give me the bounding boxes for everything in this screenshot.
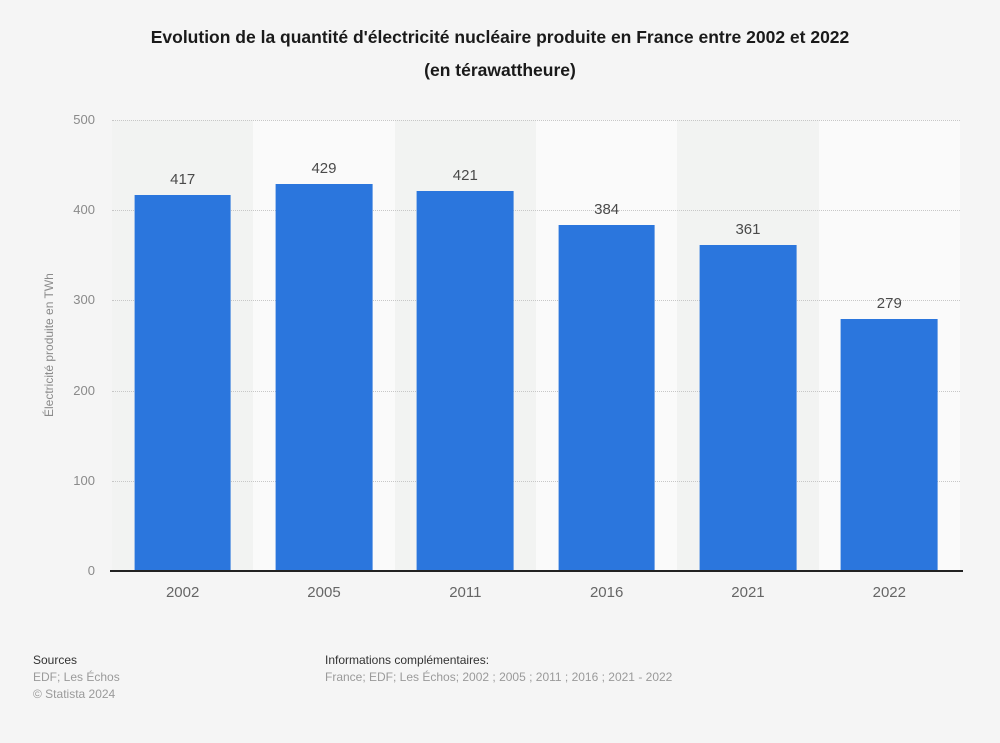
x-axis-label-2021: 2021 [731, 584, 765, 601]
bar-2002[interactable] [134, 195, 232, 571]
plot-column-2016: 384 [535, 120, 678, 571]
chart-title-line2: (en térawattheure) [424, 60, 576, 80]
plot-column-2021: 361 [677, 120, 819, 571]
chart-title: Evolution de la quantité d'électricité n… [0, 21, 1000, 87]
value-label-2022: 279 [876, 295, 902, 312]
x-axis-label-2016: 2016 [589, 584, 624, 601]
x-axis-label-2011: 2011 [449, 584, 482, 601]
x-axis-line [110, 570, 963, 572]
gridline-300 [112, 300, 960, 301]
y-tick-label-200: 200 [73, 383, 95, 398]
value-label-2016: 384 [594, 201, 620, 218]
additional-info-label: Informations complémentaires: [325, 653, 490, 667]
plot-column-2022: 279 [818, 120, 960, 571]
chart-title-line1: Evolution de la quantité d'électricité n… [150, 27, 850, 47]
sources-label: Sources [33, 653, 78, 667]
plot-column-2011: 421 [394, 120, 536, 571]
value-label-2021: 361 [735, 221, 761, 238]
x-axis-label-2002: 2002 [165, 584, 200, 601]
gridline-400 [112, 210, 960, 211]
value-label-2005: 429 [311, 160, 337, 177]
y-axis-tick-labels: 0 100 200 300 400 500 [0, 112, 95, 578]
bar-2016[interactable] [558, 225, 656, 571]
gridline-100 [112, 481, 960, 482]
plot-column-2005: 429 [253, 120, 395, 571]
bar-2011[interactable] [416, 191, 514, 571]
copyright-text: © Statista 2024 [33, 687, 116, 701]
plot-column-2002: 417 [112, 120, 254, 571]
y-tick-label-100: 100 [73, 473, 95, 488]
y-tick-label-400: 400 [73, 202, 95, 217]
x-axis-label-2005: 2005 [307, 584, 341, 601]
bar-2022[interactable] [840, 319, 938, 571]
gridline-200 [112, 391, 960, 392]
gridline-500 [112, 120, 960, 121]
x-axis-labels: 2002 2005 2011 2016 2021 2022 [112, 584, 960, 601]
y-tick-label-500: 500 [73, 112, 95, 127]
y-tick-label-0: 0 [87, 563, 95, 578]
additional-info-value: France; EDF; Les Échos; 2002 ; 2005 ; 20… [325, 670, 673, 684]
value-label-2002: 417 [170, 171, 196, 188]
x-axis-label-2022: 2022 [872, 584, 906, 601]
additional-info-block: Informations complémentaires: France; ED… [325, 652, 672, 686]
y-tick-label-300: 300 [73, 292, 95, 307]
sources-block: Sources EDF; Les Échos © Statista 2024 [33, 652, 120, 703]
plot-area: 417 429 421 384 361 279 [112, 120, 960, 571]
value-label-2011: 421 [452, 167, 478, 184]
sources-value: EDF; Les Échos [33, 670, 120, 684]
bar-2005[interactable] [275, 184, 373, 571]
bar-2021[interactable] [699, 245, 797, 571]
